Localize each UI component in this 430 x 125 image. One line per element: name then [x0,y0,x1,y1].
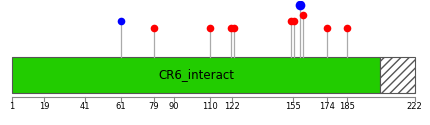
Text: 19: 19 [39,102,50,112]
Text: 110: 110 [203,102,218,112]
Bar [12,57,381,93]
Text: 41: 41 [79,102,90,112]
Bar [381,57,415,93]
Text: CR6_interact: CR6_interact [158,68,234,81]
Text: 155: 155 [285,102,301,112]
Text: 185: 185 [339,102,355,112]
Text: 61: 61 [116,102,126,112]
Text: 90: 90 [169,102,179,112]
Text: 122: 122 [224,102,240,112]
Text: 79: 79 [149,102,159,112]
Text: 1: 1 [9,102,14,112]
Text: 222: 222 [407,102,423,112]
Text: 174: 174 [319,102,335,112]
